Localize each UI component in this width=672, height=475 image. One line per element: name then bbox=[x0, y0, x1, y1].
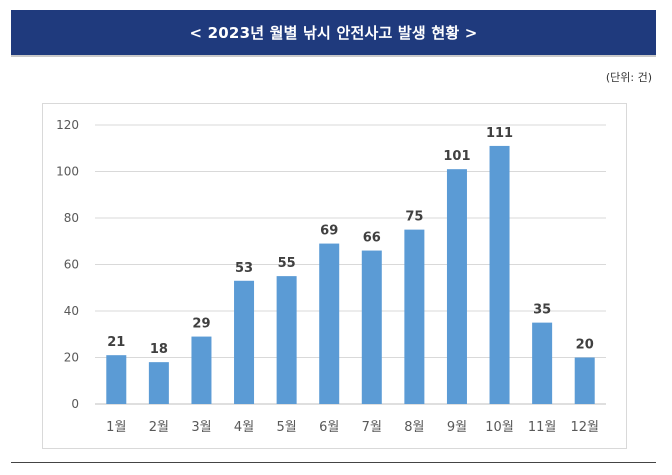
data-label-12월: 20 bbox=[576, 338, 594, 353]
x-tick-label-3월: 3월 bbox=[191, 420, 211, 435]
data-label-7월: 66 bbox=[363, 231, 381, 246]
data-label-6월: 69 bbox=[320, 224, 338, 239]
bar-chart: 0 20 40 60 80 100 120 21 1월 18 2월 29 3월 53 4월 55 5월 69 6월 6… bbox=[56, 118, 606, 435]
bottom-rule bbox=[11, 462, 656, 463]
bar-6월 bbox=[319, 243, 340, 404]
x-tick-label-6월: 6월 bbox=[319, 420, 339, 435]
bar-1월 bbox=[106, 355, 127, 404]
x-tick-label-11월: 11월 bbox=[528, 420, 557, 435]
y-tick-label-60: 60 bbox=[64, 258, 79, 272]
data-label-2월: 18 bbox=[150, 342, 168, 357]
y-tick-label-80: 80 bbox=[64, 211, 79, 225]
y-tick-label-120: 120 bbox=[56, 118, 79, 132]
chart-frame: 0 20 40 60 80 100 120 21 1월 18 2월 29 3월 53 4월 55 5월 69 6월 6… bbox=[42, 103, 627, 449]
x-tick-label-1월: 1월 bbox=[106, 420, 126, 435]
x-tick-label-9월: 9월 bbox=[447, 420, 467, 435]
x-tick-label-10월: 10월 bbox=[485, 420, 514, 435]
bar-12월 bbox=[574, 357, 595, 404]
y-tick-label-0: 0 bbox=[71, 397, 79, 411]
bar-8월 bbox=[404, 229, 425, 404]
x-tick-label-4월: 4월 bbox=[234, 420, 254, 435]
bar-5월 bbox=[276, 276, 297, 404]
data-label-5월: 55 bbox=[278, 256, 296, 271]
title-underline bbox=[11, 55, 656, 57]
x-tick-label-2월: 2월 bbox=[149, 420, 169, 435]
bar-7월 bbox=[361, 250, 382, 404]
bar-11월 bbox=[532, 322, 553, 404]
x-tick-label-5월: 5월 bbox=[277, 420, 297, 435]
data-label-3월: 29 bbox=[192, 317, 210, 332]
chart-title-banner: < 2023년 월별 낚시 안전사고 발생 현황 > bbox=[11, 10, 656, 55]
bar-4월 bbox=[234, 280, 255, 404]
y-tick-label-20: 20 bbox=[64, 351, 79, 365]
x-tick-label-12월: 12월 bbox=[570, 420, 599, 435]
x-tick-label-7월: 7월 bbox=[362, 420, 382, 435]
y-tick-label-40: 40 bbox=[64, 304, 79, 318]
unit-label: (단위: 건) bbox=[605, 71, 652, 84]
bar-9월 bbox=[446, 169, 467, 404]
chart-title: < 2023년 월별 낚시 안전사고 발생 현황 > bbox=[189, 24, 478, 42]
data-label-8월: 75 bbox=[405, 210, 423, 225]
data-label-9월: 101 bbox=[443, 149, 470, 164]
bar-2월 bbox=[148, 362, 169, 404]
data-label-1월: 21 bbox=[107, 335, 125, 350]
bar-3월 bbox=[191, 336, 212, 404]
x-tick-label-8월: 8월 bbox=[404, 420, 424, 435]
data-label-10월: 111 bbox=[486, 126, 513, 141]
data-label-11월: 35 bbox=[533, 303, 551, 318]
data-label-4월: 53 bbox=[235, 261, 253, 276]
y-tick-label-100: 100 bbox=[56, 165, 79, 179]
bar-10월 bbox=[489, 145, 510, 405]
